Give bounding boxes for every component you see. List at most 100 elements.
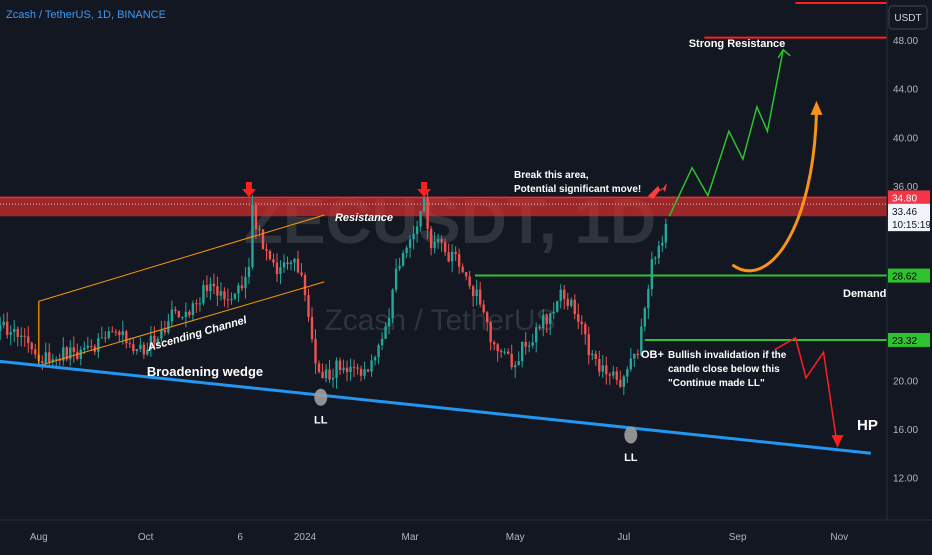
candle-body bbox=[83, 347, 86, 350]
candle bbox=[559, 284, 562, 309]
candle bbox=[226, 288, 230, 309]
candle bbox=[370, 354, 373, 377]
candle-body bbox=[640, 326, 643, 356]
candle-body bbox=[521, 341, 524, 362]
price-label: 28.62 bbox=[888, 268, 930, 283]
candle bbox=[615, 366, 618, 385]
candle-body bbox=[174, 309, 177, 312]
currency-button[interactable]: USDT bbox=[888, 5, 928, 30]
price-label-text: 28.62 bbox=[892, 272, 917, 283]
candle-body bbox=[405, 247, 408, 254]
candle bbox=[191, 300, 195, 322]
price-label-box bbox=[888, 268, 930, 283]
candle bbox=[436, 233, 440, 249]
candle-body bbox=[188, 311, 191, 316]
candle bbox=[454, 246, 457, 262]
candle-body bbox=[433, 241, 436, 249]
candle-body bbox=[384, 326, 387, 339]
candle bbox=[6, 312, 9, 339]
price-label: 33.46 bbox=[888, 203, 930, 218]
candle bbox=[170, 300, 174, 327]
price-tick-label: 16.00 bbox=[893, 425, 918, 436]
candle bbox=[349, 358, 352, 381]
price-tick-label: 44.00 bbox=[893, 85, 918, 96]
candle bbox=[321, 363, 324, 379]
candle bbox=[139, 337, 142, 353]
candle bbox=[135, 348, 139, 355]
candle bbox=[107, 326, 111, 340]
candle-body bbox=[272, 259, 275, 263]
candle-body bbox=[342, 367, 345, 371]
candle-body bbox=[387, 317, 391, 327]
candle-body bbox=[566, 298, 569, 306]
candle bbox=[345, 360, 349, 382]
candle-body bbox=[181, 317, 184, 319]
candle bbox=[478, 281, 482, 308]
candle-body bbox=[608, 374, 611, 376]
price-label-text: 34.80 bbox=[892, 193, 917, 204]
candle-body bbox=[198, 303, 202, 305]
candle-body bbox=[258, 229, 261, 231]
candle bbox=[216, 276, 219, 307]
candle bbox=[338, 357, 342, 376]
candle bbox=[51, 353, 54, 368]
candle-body bbox=[506, 351, 510, 354]
candle-body bbox=[20, 335, 23, 338]
candle-body bbox=[121, 331, 125, 336]
candle bbox=[9, 325, 12, 346]
candle-body bbox=[633, 353, 636, 359]
candle-body bbox=[464, 272, 468, 277]
watermark-name: Zcash / TetherUS bbox=[324, 304, 555, 337]
candle-body bbox=[619, 379, 622, 387]
candle bbox=[132, 337, 135, 355]
candle bbox=[244, 267, 247, 299]
candle bbox=[163, 320, 167, 336]
price-label: 34.80 bbox=[888, 190, 930, 205]
candle-body bbox=[156, 338, 160, 344]
candle-body bbox=[23, 335, 26, 337]
break-note-line2: Potential significant move! bbox=[514, 184, 641, 195]
candle bbox=[359, 365, 363, 382]
candle bbox=[552, 302, 555, 320]
candle-body bbox=[163, 329, 167, 333]
candle bbox=[223, 287, 226, 307]
candle bbox=[412, 225, 415, 250]
candle-body bbox=[293, 258, 296, 263]
candle-body bbox=[556, 300, 559, 312]
candle bbox=[622, 374, 626, 395]
candle-body bbox=[300, 272, 303, 276]
candle bbox=[156, 336, 160, 347]
candle-body bbox=[139, 344, 142, 350]
time-tick-label: Mar bbox=[401, 532, 419, 543]
candle-body bbox=[475, 289, 478, 297]
candle bbox=[524, 332, 527, 355]
candle bbox=[279, 260, 282, 285]
ob-label: OB+ bbox=[641, 349, 664, 361]
candle bbox=[167, 313, 170, 335]
candle bbox=[475, 279, 478, 306]
candle bbox=[286, 256, 289, 270]
candle-body bbox=[111, 331, 114, 333]
candle-body bbox=[429, 228, 433, 249]
candle bbox=[79, 346, 82, 366]
time-tick-label: Oct bbox=[138, 532, 154, 543]
candle-body bbox=[324, 369, 328, 379]
candle-body bbox=[535, 327, 538, 343]
candle bbox=[86, 336, 90, 351]
price-label-text: 23.32 bbox=[892, 336, 917, 347]
candle-body bbox=[587, 334, 590, 356]
bearish-projection-line bbox=[774, 336, 839, 448]
candle bbox=[153, 326, 156, 351]
candle bbox=[531, 333, 534, 349]
candle-body bbox=[331, 378, 335, 380]
ll-point bbox=[624, 426, 638, 444]
candle-body bbox=[359, 368, 363, 376]
price-label-box bbox=[888, 217, 930, 232]
price-tick-label: 48.00 bbox=[893, 36, 918, 47]
candle-body bbox=[233, 293, 237, 299]
candle-body bbox=[216, 286, 219, 296]
candle-body bbox=[482, 304, 485, 313]
candle bbox=[90, 339, 93, 351]
